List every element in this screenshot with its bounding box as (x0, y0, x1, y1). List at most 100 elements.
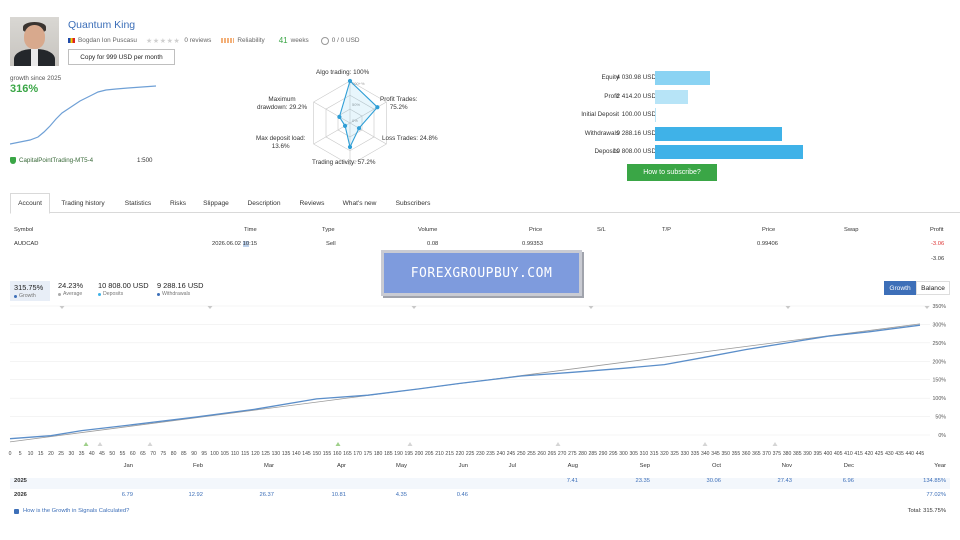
reviews-count[interactable]: 0 reviews (184, 37, 212, 44)
month-header: Jul (508, 463, 516, 469)
tab-subscribers[interactable]: Subscribers (395, 199, 431, 207)
radar-label-drawdown: Maximum drawdown: 29.2% (257, 96, 308, 111)
server-info[interactable]: CapitalPointTrading-MT5-4 (10, 157, 93, 164)
x-tick-label: 365 (752, 451, 761, 457)
deal-marker-icon[interactable] (407, 442, 413, 446)
x-tick-label: 165 (343, 451, 352, 457)
event-marker-icon[interactable] (59, 306, 65, 309)
table-row: 2026 6.79 12.92 26.37 10.81 4.35 0.46 77.02% (10, 492, 950, 503)
x-tick-label: 95 (201, 451, 207, 457)
help-icon (14, 508, 19, 514)
deal-marker-icon[interactable] (772, 442, 778, 446)
x-tick-label: 110 (231, 451, 239, 457)
radar-label-deposit-load: Max deposit load: 13.6% (256, 135, 306, 150)
x-tick-label: 100 (210, 451, 219, 457)
event-marker-icon[interactable] (924, 306, 930, 309)
growth-help-text[interactable]: How is the Growth in Signals Calculated? (23, 508, 130, 514)
col-type: Type (322, 227, 335, 233)
x-tick-label: 445 (916, 451, 925, 457)
event-marker-icon[interactable] (411, 306, 417, 309)
kpi-label: Initial Deposit (581, 111, 619, 118)
event-marker-icon[interactable] (785, 306, 791, 309)
deal-marker-icon[interactable] (97, 442, 103, 446)
deposits-dot-icon (98, 292, 101, 296)
event-marker-icon[interactable] (207, 306, 213, 309)
stat-withdrawals[interactable]: 9 288.16 USD Withdrawals (157, 281, 203, 301)
kpi-row-profit: Profit 2 414.20 USD (530, 90, 810, 104)
stat-growth-label: Growth (14, 293, 46, 299)
radar-label-algo: Algo trading: 100% (316, 69, 370, 76)
radar-point (337, 114, 342, 119)
tab-slippage[interactable]: Slippage (203, 199, 229, 207)
x-tick-label: 90 (191, 451, 197, 457)
tab-reviews[interactable]: Reviews (299, 199, 325, 207)
reliability-label: Reliability (237, 37, 265, 44)
x-tick-label: 30 (69, 451, 75, 457)
copy-signal-button[interactable]: Copy for 999 USD per month (68, 49, 175, 65)
x-tick-label: 175 (364, 451, 373, 457)
stat-growth[interactable]: 315.75% Growth (10, 281, 50, 301)
kpi-value: 9 288.16 USD (616, 130, 656, 137)
growth-help-link[interactable]: How is the Growth in Signals Calculated? (14, 508, 129, 514)
x-tick-label: 330 (681, 451, 690, 457)
event-marker-icon[interactable] (588, 306, 594, 309)
x-tick-label: 350 (721, 451, 730, 457)
deal-marker-icon[interactable] (702, 442, 708, 446)
deal-marker-icon[interactable] (555, 442, 561, 446)
x-tick-label: 300 (619, 451, 628, 457)
tab-whats-new[interactable]: What's new (342, 199, 377, 207)
x-tick-label: 40 (89, 451, 95, 457)
trade-profit: -3.06 (931, 241, 945, 247)
growth-toggle-button[interactable]: Growth (884, 281, 916, 295)
x-tick-label: 125 (261, 451, 270, 457)
kpi-label: Equity (601, 74, 619, 81)
provider-name[interactable]: Quantum King (68, 19, 136, 31)
month-header: May (396, 463, 407, 469)
deal-marker-icon[interactable] (147, 442, 153, 446)
tab-trading-history[interactable]: Trading history (61, 199, 105, 207)
monthly-growth-cell: 0.46 (456, 492, 468, 498)
radar-point (356, 126, 362, 131)
trade-symbol: AUDCAD (14, 241, 39, 247)
tab-risks[interactable]: Risks (169, 199, 187, 207)
reliability-bar-icon (221, 38, 235, 43)
author-name[interactable]: Bogdan Ion Puscasu (78, 37, 137, 44)
tab-account[interactable]: Account (10, 193, 50, 214)
deal-marker-icon[interactable] (83, 442, 89, 446)
x-tick-label: 430 (885, 451, 894, 457)
stat-deposits[interactable]: 10 808.00 USD Deposits (98, 281, 149, 301)
year-label: 2026 (14, 492, 27, 498)
x-tick-label: 130 (272, 451, 281, 457)
stat-average[interactable]: 24.23% Average (58, 281, 83, 301)
radar-label-profit: Profit Trades: 75.2% (380, 96, 418, 111)
radar-svg: 100+% 50% 0% (313, 78, 387, 166)
month-header: Jun (458, 463, 468, 469)
x-tick-label: 210 (435, 451, 444, 457)
stat-withdrawals-value: 9 288.16 USD (157, 281, 204, 290)
server-name[interactable]: CapitalPointTrading-MT5-4 (19, 157, 94, 164)
provider-meta: Bogdan Ion Puscasu ★★★★★ 0 reviews Relia… (68, 36, 359, 45)
how-to-subscribe-button[interactable]: How to subscribe? (627, 164, 717, 181)
x-tick-label: 140 (292, 451, 301, 457)
x-tick-label: 35 (79, 451, 85, 457)
table-row[interactable]: AUDCAD 2026.06.02 10:15 Sell 0.08 0.9935… (10, 241, 950, 251)
col-volume: Volume (418, 227, 438, 233)
radar-value-polygon (338, 79, 379, 149)
monthly-growth-cell: 4.35 (395, 492, 407, 498)
tab-statistics[interactable]: Statistics (124, 199, 152, 207)
monthly-growth-cell: 134.85% (923, 478, 946, 484)
monthly-growth-cell: 10.81 (331, 492, 346, 498)
y-tick-label: 150% (932, 378, 946, 384)
radar-point (347, 144, 353, 150)
monthly-growth-cell: 27.43 (777, 478, 792, 484)
table-row: 2025 7.41 23.35 30.06 27.43 6.96 134.85% (10, 478, 950, 489)
balance-toggle-button[interactable]: Balance (916, 281, 950, 295)
x-tick-label: 260 (537, 451, 546, 457)
x-tick-label: 425 (875, 451, 884, 457)
deal-marker-icon[interactable] (335, 442, 341, 446)
x-tick-label: 320 (660, 451, 669, 457)
x-tick-label: 65 (140, 451, 146, 457)
tab-description[interactable]: Description (247, 199, 281, 207)
x-tick-label: 275 (568, 451, 577, 457)
x-tick-label: 0 (9, 451, 12, 457)
